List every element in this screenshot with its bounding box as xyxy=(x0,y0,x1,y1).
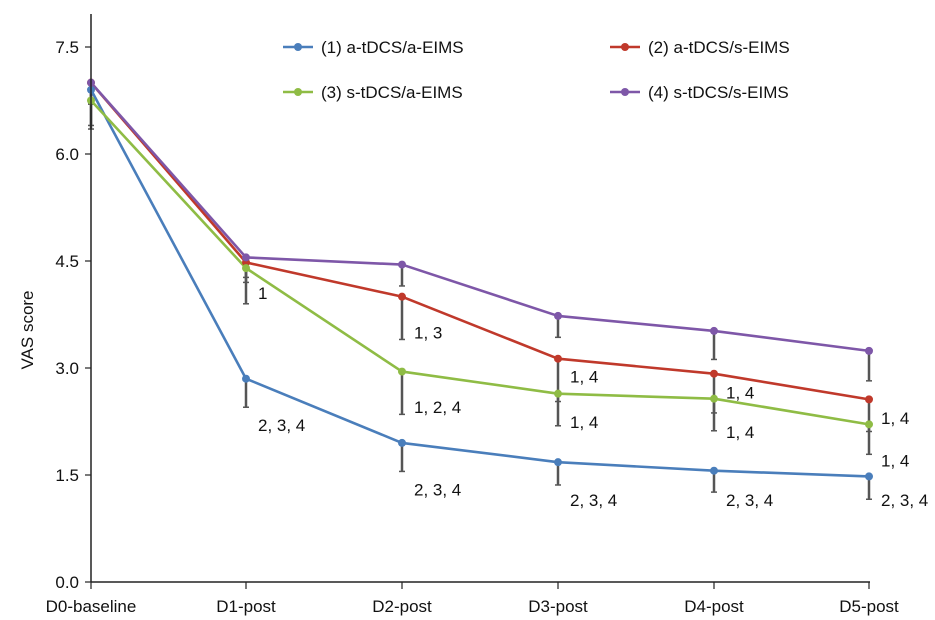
data-point xyxy=(554,389,562,398)
annotation-label: 1 xyxy=(258,284,267,303)
x-tick-label: D5-post xyxy=(839,597,899,616)
data-point xyxy=(242,374,250,383)
axes xyxy=(90,14,870,583)
data-point xyxy=(398,367,406,376)
data-point xyxy=(554,354,562,363)
data-point xyxy=(865,472,873,481)
legend-marker xyxy=(294,88,302,96)
legend-label: (3) s-tDCS/a-EIMS xyxy=(321,83,463,102)
annotation-label: 1, 4 xyxy=(881,452,909,471)
annotation-label: 1, 4 xyxy=(570,368,598,387)
data-point xyxy=(710,466,718,475)
data-point xyxy=(865,346,873,355)
annotation-label: 1, 2, 4 xyxy=(414,398,461,417)
data-point xyxy=(398,292,406,301)
annotation-label: 2, 3, 4 xyxy=(258,416,305,435)
y-tick-label: 6.0 xyxy=(55,145,79,164)
legend-label: (1) a-tDCS/a-EIMS xyxy=(321,38,464,57)
legend-marker xyxy=(621,43,629,51)
data-point xyxy=(242,264,250,273)
annotation-label: 2, 3, 4 xyxy=(726,491,773,510)
data-point xyxy=(710,394,718,403)
series-markers xyxy=(87,78,873,481)
series-line-3 xyxy=(90,99,870,426)
series-lines xyxy=(89,81,870,478)
x-tick-label: D3-post xyxy=(528,597,588,616)
legend-marker xyxy=(621,88,629,96)
data-point xyxy=(242,253,250,262)
series-line-4 xyxy=(90,81,870,353)
y-tick-label: 3.0 xyxy=(55,359,79,378)
x-tick-label: D4-post xyxy=(684,597,744,616)
annotation-label: 1, 4 xyxy=(726,383,754,402)
series-line-2 xyxy=(90,81,870,401)
y-tick-label: 1.5 xyxy=(55,466,79,485)
data-point xyxy=(865,420,873,429)
annotation-label: 1, 3 xyxy=(414,323,442,342)
x-ticks: D0-baseline D1-post D2-post D3-post D4-post D… xyxy=(46,582,899,616)
annotation-label: 2, 3, 4 xyxy=(881,491,928,510)
legend-label: (4) s-tDCS/s-EIMS xyxy=(648,83,789,102)
y-tick-label: 4.5 xyxy=(55,252,79,271)
data-point xyxy=(554,311,562,320)
annotation-label: 1, 4 xyxy=(881,409,909,428)
series-line-1 xyxy=(89,89,870,478)
legend: (1) a-tDCS/a-EIMS (2) a-tDCS/s-EIMS (3) s-… xyxy=(283,38,790,102)
annotation-label: 2, 3, 4 xyxy=(570,491,617,510)
data-point xyxy=(710,326,718,335)
annotation-label: 1, 4 xyxy=(726,423,754,442)
data-point xyxy=(398,438,406,447)
data-point xyxy=(865,395,873,404)
annotation-label: 1, 4 xyxy=(570,413,598,432)
data-point xyxy=(398,260,406,269)
y-axis-title: VAS score xyxy=(18,290,37,369)
significance-annotations: 1 2, 3, 4 1, 3 1, 2, 4 2, 3, 4 1, 4 1, 4 2, 3, … xyxy=(258,284,928,510)
x-tick-label: D1-post xyxy=(216,597,276,616)
data-point xyxy=(710,369,718,378)
annotation-label: 2, 3, 4 xyxy=(414,480,461,499)
legend-label: (2) a-tDCS/s-EIMS xyxy=(648,38,790,57)
y-ticks: 0.0 1.5 3.0 4.5 6.0 7.5 xyxy=(55,38,91,592)
legend-marker xyxy=(294,43,302,51)
data-point xyxy=(554,458,562,467)
y-tick-label: 7.5 xyxy=(55,38,79,57)
x-tick-label: D2-post xyxy=(372,597,432,616)
x-tick-label: D0-baseline xyxy=(46,597,137,616)
y-tick-label: 0.0 xyxy=(55,573,79,592)
